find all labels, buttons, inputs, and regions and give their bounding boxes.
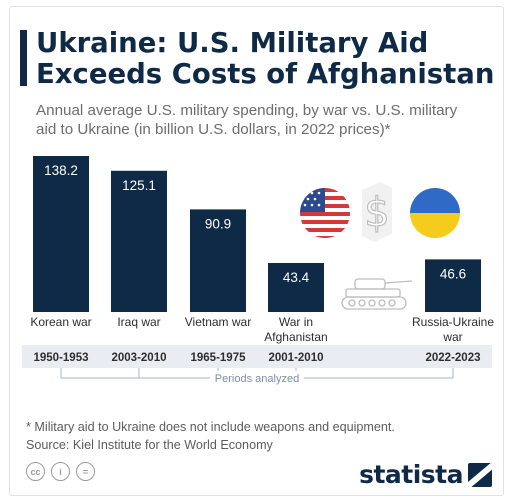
bar-value-label: 125.1 (122, 178, 156, 193)
period-label: 2003-2010 (112, 352, 167, 364)
attribution-icon[interactable]: i (51, 462, 70, 481)
bars-layer: 138.2 Korean war 125.1 Iraq war 90.9 Vietnam … (30, 156, 494, 344)
svg-text:$: $ (364, 190, 389, 236)
periods-band (22, 345, 492, 368)
periods-layer: 1950-1953 2003-2010 1965-1975 2001-2010 2022… (22, 345, 492, 385)
no-derivatives-icon[interactable]: = (76, 462, 95, 481)
chart-subtitle-line-1: Annual average U.S. military spending, b… (36, 102, 458, 119)
chart-title-line-1: Ukraine: U.S. Military Aid (36, 27, 429, 59)
creative-commons-icon[interactable]: cc (26, 462, 45, 481)
title-accent-bar (20, 30, 27, 86)
category-label: Iraq war (117, 315, 160, 329)
chart-subtitle: Annual average U.S. military spending, b… (36, 101, 496, 139)
category-label: Vietnam war (185, 315, 251, 329)
footnote-source: Source: Kiel Institute for the World Eco… (26, 438, 273, 452)
dollar-sign-icon: $ (362, 182, 392, 242)
chart-title: Ukraine: U.S. Military Aid Exceeds Costs… (36, 28, 496, 90)
license-icons: cc i = (26, 462, 95, 481)
bar-value-label: 43.4 (283, 270, 310, 285)
category-label: Korean war (30, 315, 91, 329)
bar-2 (111, 170, 167, 312)
period-label: 1965-1975 (191, 352, 247, 364)
period-label: 2022-2023 (426, 352, 481, 364)
period-label: 1950-1953 (34, 352, 89, 364)
bar-4 (268, 263, 324, 312)
statista-logo[interactable]: statista (359, 460, 492, 489)
category-label: War in (279, 315, 313, 329)
tank-icon (341, 278, 413, 310)
category-label: Russia-Ukraine (412, 315, 494, 329)
periods-caption-background (210, 371, 304, 385)
bar-value-label: 46.6 (440, 266, 466, 281)
periods-caption: Periods analyzed (215, 373, 299, 385)
chart-title-line-2: Exceeds Costs of Afghanistan (36, 58, 495, 90)
bar-5 (425, 259, 481, 312)
bar-value-label: 138.2 (44, 163, 78, 178)
ukraine-flag-icon (410, 188, 460, 238)
period-label: 2001-2010 (269, 352, 324, 364)
chart-card (9, 6, 504, 496)
chart-subtitle-line-2: aid to Ukraine (in billion U.S. dollars,… (36, 121, 391, 138)
category-label: war (442, 330, 462, 344)
footnote-note: * Military aid to Ukraine does not inclu… (26, 420, 395, 434)
footnote: * Military aid to Ukraine does not inclu… (26, 418, 395, 454)
brand-name: statista (359, 460, 463, 489)
statista-mark-icon (468, 462, 492, 487)
category-label: Afghanistan (264, 330, 327, 344)
us-flag-icon (300, 188, 350, 238)
bar-chart: 138.2 Korean war 125.1 Iraq war 90.9 Vietnam … (22, 156, 494, 385)
bar-3 (190, 209, 246, 312)
bar-value-label: 90.9 (205, 216, 231, 231)
bar-1 (33, 156, 89, 312)
